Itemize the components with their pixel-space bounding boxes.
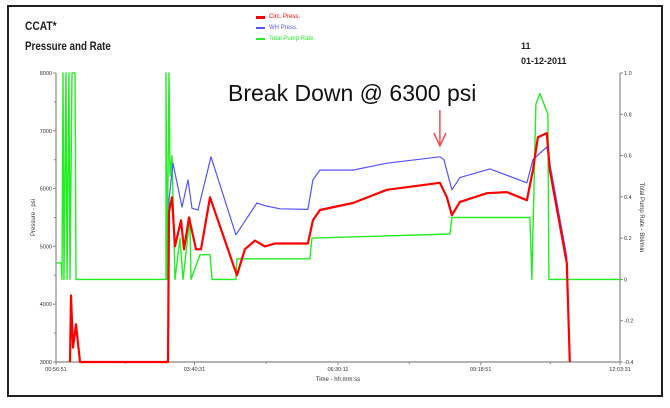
series-line-circ-press [68, 132, 571, 364]
legend-label: Total Pump Rate [269, 36, 314, 42]
legend-total-pump-rate: Total Pump Rate [256, 36, 313, 42]
y2-tick-label: 0.6 [624, 154, 632, 160]
legend-swatch [256, 38, 265, 40]
series-line-wh-press [167, 146, 571, 363]
legend-wh-press: WH Press. [256, 25, 298, 31]
legend-label: Circ. Press. [269, 14, 301, 20]
chart-subtitle: Pressure and Rate [25, 41, 111, 53]
x-tick-label: 06:30:11 [327, 367, 348, 373]
legend-swatch [256, 15, 265, 19]
series-line-total-pump-rate [56, 72, 620, 281]
y2-tick-label: 0.4 [624, 195, 632, 201]
x-tick-label: 09:18:51 [470, 367, 491, 373]
y2-tick-label: -0.4 [624, 360, 633, 366]
y2-tick-label: 0.2 [624, 236, 632, 242]
x-tick-label: 12:03:31 [609, 367, 630, 373]
y2-axis-label: Total Pump Rate - Bbl/min [638, 183, 644, 253]
y-tick-label: 7000 [40, 129, 52, 135]
y-tick-label: 4000 [40, 302, 52, 308]
y2-tick-label: -0.2 [624, 319, 633, 325]
y2-tick-label: 1.0 [624, 71, 632, 77]
legend-swatch [256, 27, 265, 29]
report-date: 01-12-2011 [521, 56, 567, 66]
x-tick-label: 03:40:31 [184, 367, 205, 373]
y2-tick-label: 0 [624, 277, 627, 283]
y-tick-label: 5000 [40, 244, 52, 250]
legend-circ-press: Circ. Press. [256, 14, 300, 20]
y-tick-label: 3000 [40, 360, 52, 366]
y-tick-label: 6000 [40, 187, 52, 193]
y-axis-label: Pressure - psi [31, 199, 37, 236]
run-number: 11 [521, 41, 531, 51]
x-tick-label: 00:56:51 [45, 367, 66, 373]
y-tick-label: 8000 [40, 71, 52, 77]
break-down-annotation: Break Down @ 6300 psi [228, 80, 477, 106]
arrow-down-icon [433, 132, 447, 148]
report-frame [7, 5, 663, 397]
report-title: CCAT* [25, 19, 57, 33]
legend-label: WH Press. [269, 25, 298, 31]
x-axis-label: Time - hh:mm:ss [316, 377, 360, 383]
y2-tick-label: 0.8 [624, 112, 632, 118]
